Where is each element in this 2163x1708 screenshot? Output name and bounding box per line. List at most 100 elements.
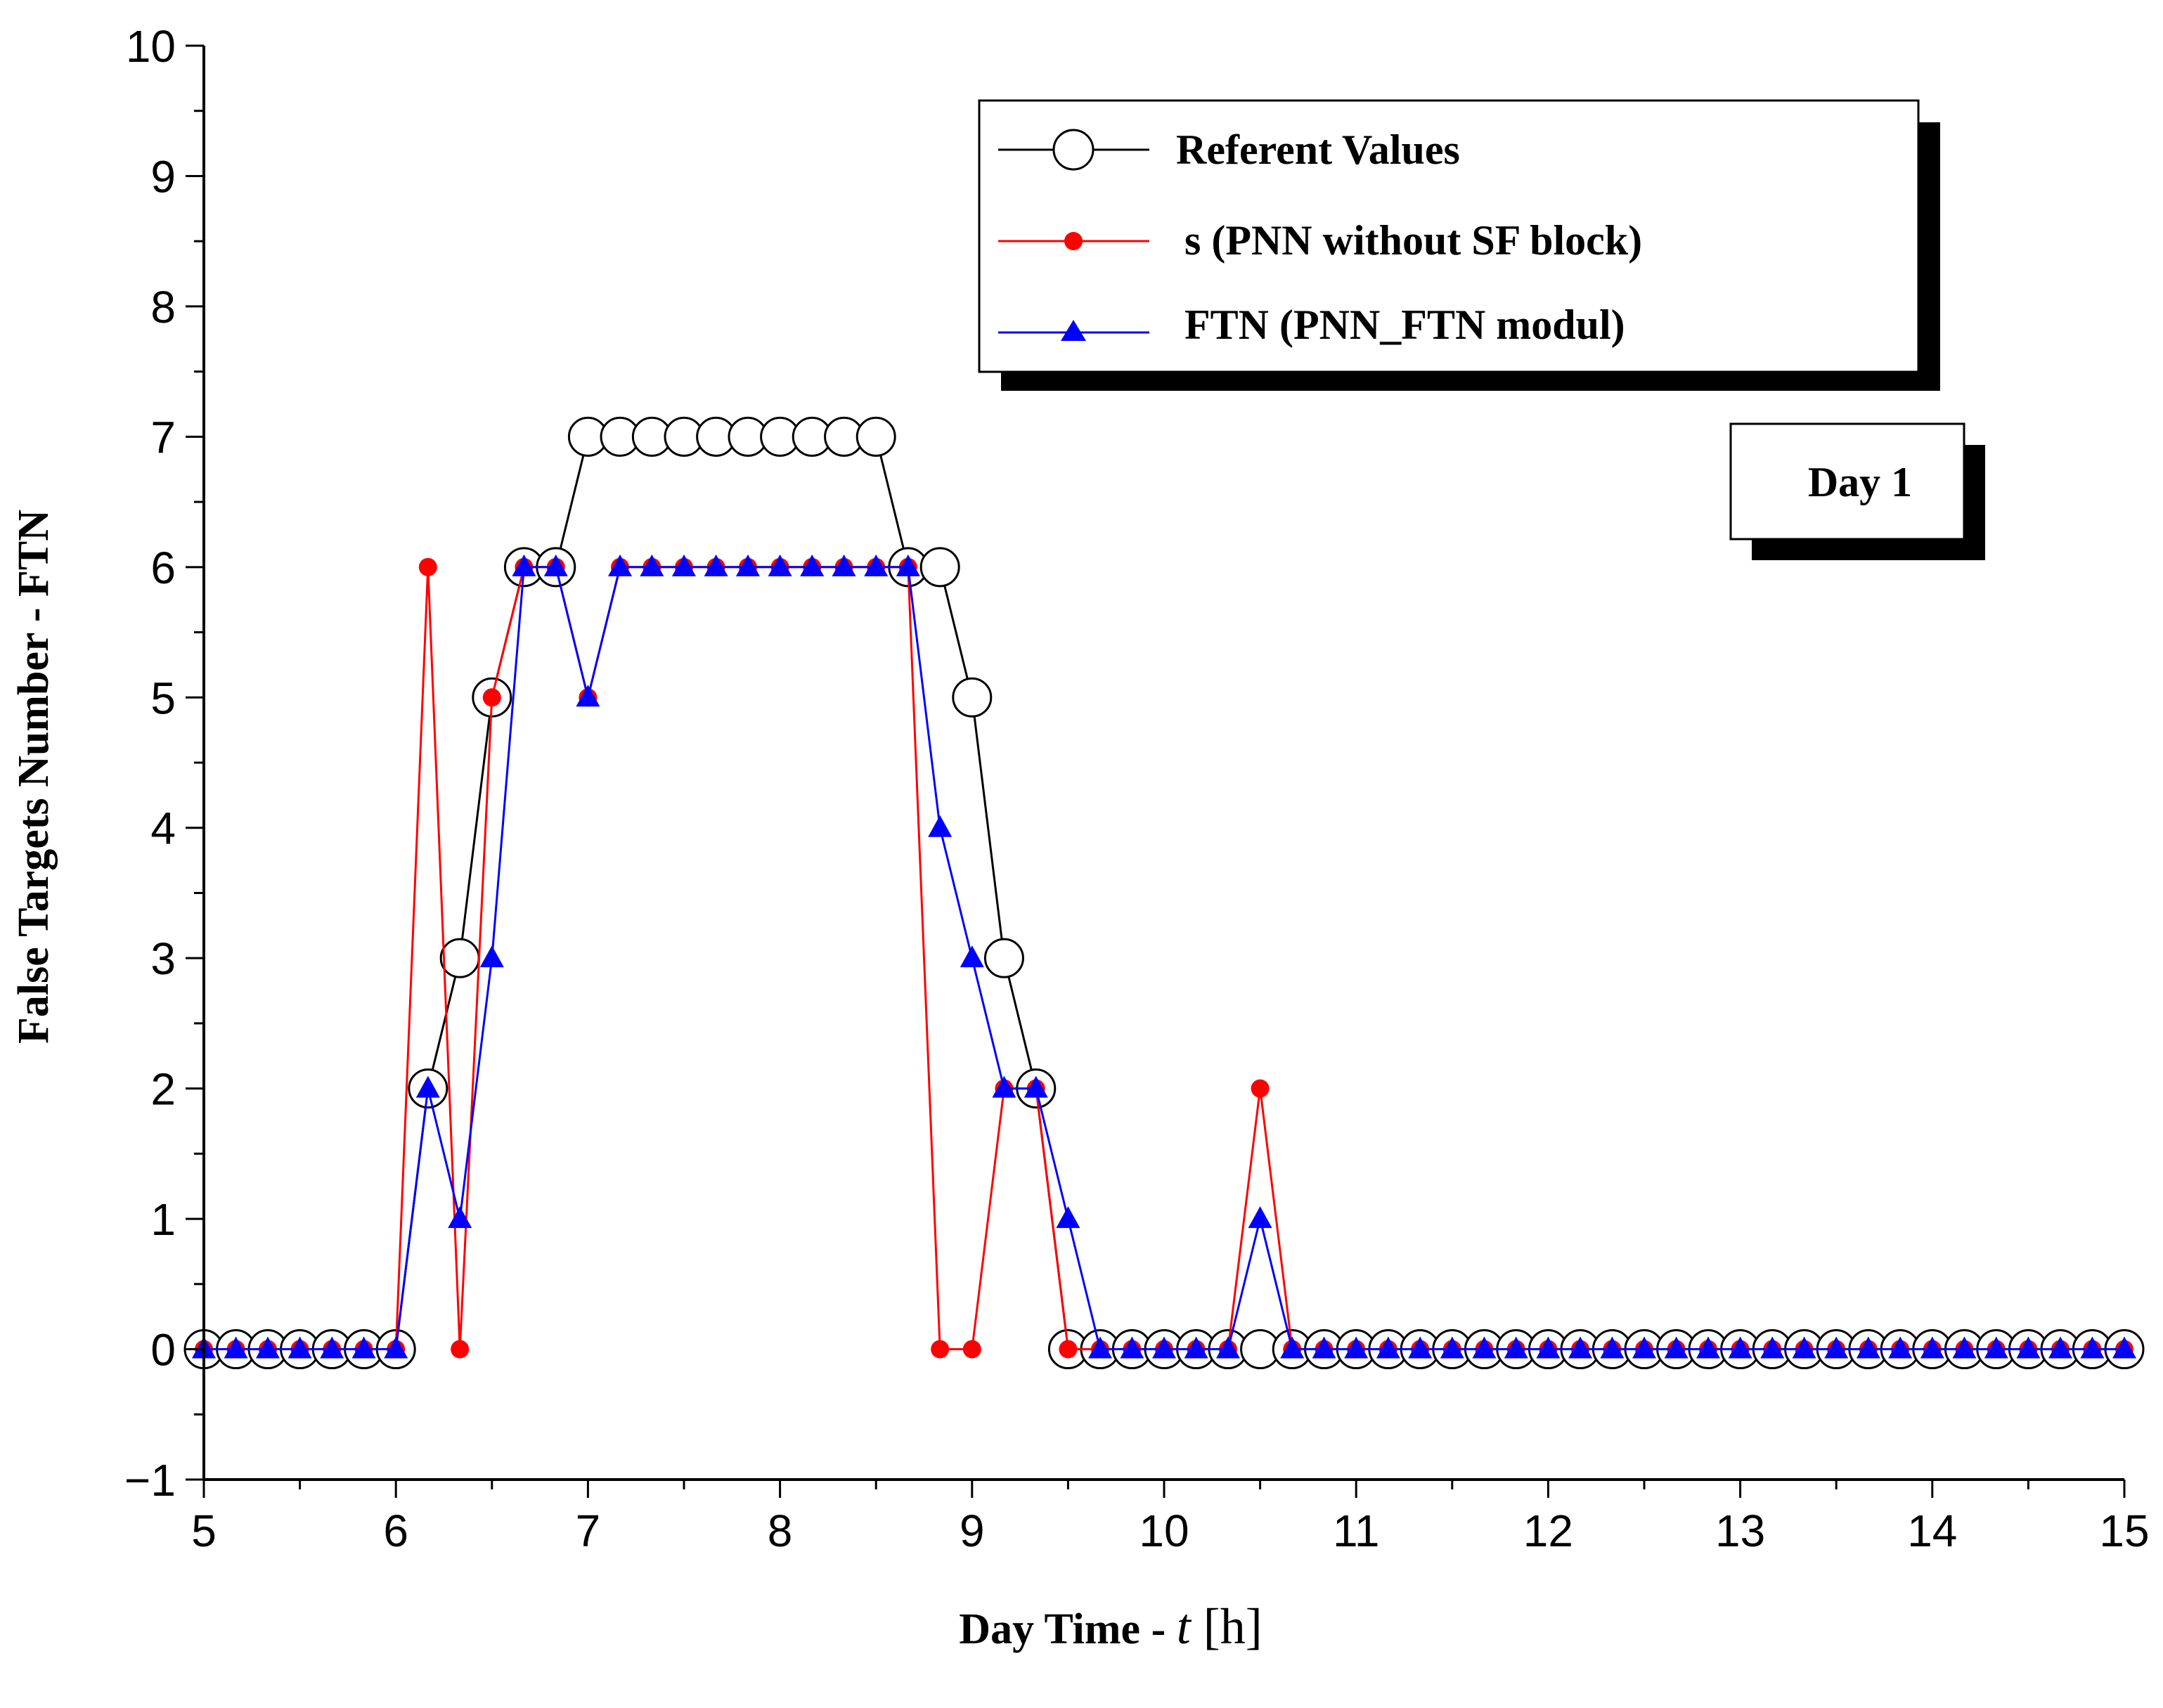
y-tick-label: 3: [150, 933, 176, 984]
data-point: [1472, 1336, 1497, 1359]
legend-label-referent: Referent Values: [1176, 127, 1460, 173]
legend: Referent Values s (PNN without SF block)…: [978, 99, 1940, 391]
data-point: [1120, 1336, 1144, 1359]
data-point: [1504, 1336, 1528, 1359]
data-point: [1184, 1336, 1208, 1359]
data-point: [962, 1340, 981, 1359]
y-tick-label: 5: [150, 673, 176, 723]
data-point: [2080, 1336, 2105, 1359]
legend-label-s: s (PNN without SF block): [1184, 217, 1642, 264]
data-point: [1760, 1336, 1785, 1359]
data-point: [1792, 1336, 1816, 1359]
x-tick-label: 8: [768, 1506, 793, 1556]
legend-swatch-s-marker: [1064, 232, 1083, 250]
x-tick-label: 12: [1523, 1506, 1573, 1556]
y-tick-label: 1: [150, 1194, 176, 1245]
data-point: [1376, 1336, 1400, 1359]
data-point: [384, 1336, 408, 1359]
data-point: [224, 1336, 248, 1359]
data-point: [1344, 1336, 1369, 1359]
data-point: [1251, 1079, 1270, 1098]
x-tick-label: 11: [1333, 1506, 1379, 1556]
data-point: [1856, 1336, 1880, 1359]
series-0: [183, 416, 2145, 1370]
data-point: [1824, 1336, 1849, 1359]
data-point: [800, 554, 825, 576]
data-point: [2112, 1336, 2136, 1359]
data-point: [1280, 1336, 1305, 1359]
data-point: [832, 554, 856, 576]
y-axis-title: False Targets Number - FTN: [10, 510, 58, 1044]
legend-label-ftn: FTN (PNN_FTN modul): [1184, 302, 1625, 348]
data-point: [704, 554, 728, 576]
y-tick-label: 9: [150, 151, 176, 202]
plot-area: [183, 416, 2145, 1370]
data-point: [1056, 1206, 1080, 1229]
data-point: [1600, 1336, 1625, 1359]
data-point: [960, 945, 984, 968]
data-point: [418, 557, 437, 576]
legend-entry-referent: Referent Values: [998, 127, 1460, 173]
data-point: [1696, 1336, 1720, 1359]
data-point: [255, 1336, 280, 1359]
data-point: [864, 554, 889, 576]
data-point: [543, 554, 568, 576]
y-tick-label: 0: [150, 1325, 176, 1376]
data-point: [896, 554, 920, 576]
x-axis-variable: t: [1177, 1598, 1192, 1655]
data-point: [1952, 1336, 1977, 1359]
data-point: [608, 554, 633, 576]
series-2: [192, 554, 2136, 1359]
x-axis-title: Day Time - t [h]: [959, 1598, 1262, 1655]
y-tick-label: −1: [124, 1455, 176, 1506]
data-point: [1215, 1336, 1240, 1359]
day-annotation: Day 1: [1729, 422, 1985, 560]
y-tick-label: 10: [126, 21, 176, 72]
y-tick-label: 6: [150, 543, 176, 593]
data-point: [735, 554, 760, 576]
data-point: [2048, 1336, 2073, 1359]
legend-entry-ftn: FTN (PNN_FTN modul): [998, 302, 1625, 348]
data-point: [1248, 1206, 1272, 1229]
data-point: [928, 815, 953, 837]
data-point: [1059, 1340, 1078, 1359]
data-point: [983, 938, 1024, 978]
data-point: [288, 1336, 312, 1359]
x-tick-label: 7: [576, 1506, 601, 1556]
data-point: [640, 554, 664, 576]
data-point: [576, 685, 600, 707]
data-point: [451, 1340, 470, 1359]
y-tick-label: 7: [150, 412, 176, 462]
data-point: [1408, 1336, 1433, 1359]
x-tick-label: 10: [1139, 1506, 1189, 1556]
legend-swatch-referent-marker: [1052, 129, 1095, 171]
x-axis-unit: [h]: [1191, 1598, 1263, 1655]
legend-box: [978, 99, 1920, 373]
data-point: [1536, 1336, 1561, 1359]
data-point: [1088, 1336, 1113, 1359]
x-tick-label: 6: [383, 1506, 408, 1556]
x-tick-label: 15: [2099, 1506, 2149, 1556]
data-point: [479, 945, 504, 968]
data-point: [415, 1075, 440, 1098]
legend-entry-s: s (PNN without SF block): [998, 217, 1642, 264]
data-point: [482, 688, 501, 707]
data-point: [1920, 1336, 1944, 1359]
data-point: [1632, 1336, 1656, 1359]
data-point: [672, 554, 696, 576]
data-point: [2016, 1336, 2041, 1359]
data-point: [768, 554, 792, 576]
y-tick-label: 8: [150, 282, 176, 332]
data-point: [1568, 1336, 1593, 1359]
legend-swatch-ftn-marker: [1061, 320, 1086, 341]
axes: [186, 44, 2126, 1498]
y-tick-label: 2: [150, 1064, 176, 1115]
data-point: [1888, 1336, 1913, 1359]
x-tick-label: 9: [960, 1506, 985, 1556]
data-point: [351, 1336, 376, 1359]
data-point: [1312, 1336, 1336, 1359]
data-point: [952, 677, 993, 718]
series-line-0: [204, 435, 2124, 1350]
